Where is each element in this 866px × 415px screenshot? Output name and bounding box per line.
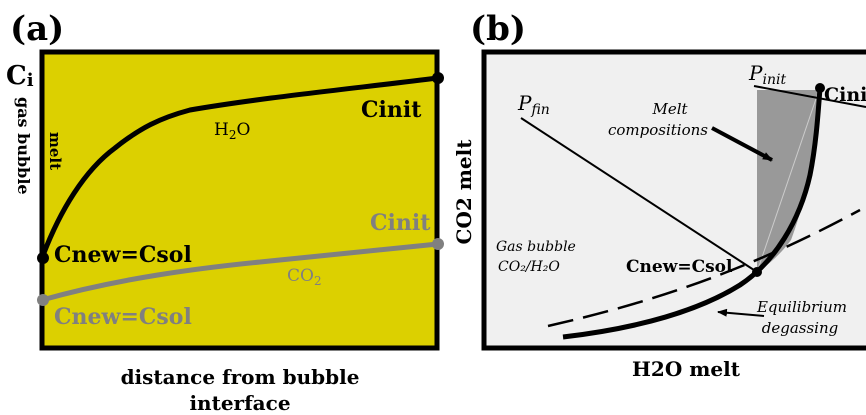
h2o-label: H2O bbox=[214, 120, 250, 142]
panel-b-y-label: CO2 melt bbox=[452, 139, 476, 245]
cinit-b-label: Cinit bbox=[824, 84, 866, 106]
panel-a-y-label: Ci bbox=[6, 61, 34, 91]
co2-cinit-label: Cinit bbox=[370, 210, 431, 236]
cinit-point bbox=[815, 83, 825, 93]
pfin-label: Pfin bbox=[517, 91, 550, 118]
panel-a-label: (a) bbox=[10, 9, 64, 49]
panel-b-label: (b) bbox=[470, 9, 526, 49]
panel-a-x-label-line2: interface bbox=[189, 391, 290, 415]
h2o-profile-curve bbox=[39, 75, 439, 259]
equilibrium-arrow bbox=[717, 308, 765, 317]
h2o-start-point bbox=[37, 252, 49, 264]
melt-compositions-label-2: compositions bbox=[608, 121, 708, 139]
gas-bubble-label-1: Gas bubble bbox=[496, 239, 576, 255]
co2-label: CO2 bbox=[287, 266, 322, 288]
h2o-cinit-label: Cinit bbox=[361, 97, 422, 123]
panel-a-melt-label: melt bbox=[46, 132, 64, 170]
panel-b-x-label: H2O melt bbox=[632, 357, 741, 381]
panel-a-x-label-line1: distance from bubble bbox=[121, 365, 360, 389]
pinit-label: Pinit bbox=[748, 61, 786, 88]
h2o-cnew-label: Cnew=Csol bbox=[54, 242, 192, 268]
co2-cnew-label: Cnew=Csol bbox=[54, 304, 192, 330]
equilibrium-degassing-curve bbox=[562, 87, 823, 340]
cnew-b-label: Cnew=Csol bbox=[626, 257, 733, 277]
pfin-line bbox=[520, 117, 758, 273]
co2-profile-curve bbox=[41, 241, 439, 303]
melt-compositions-arrow bbox=[711, 126, 773, 162]
melt-compositions-label-1: Melt bbox=[651, 100, 688, 118]
equilibrium-label-1: Equilibrium bbox=[756, 298, 847, 316]
co2-end-point bbox=[432, 238, 444, 250]
equilibrium-label-2: degassing bbox=[762, 319, 838, 337]
gas-composition-dashed-line bbox=[547, 208, 861, 328]
co2-start-point bbox=[37, 294, 49, 306]
gas-bubble-label-2: CO₂/H₂O bbox=[498, 259, 560, 275]
pinit-line bbox=[753, 85, 866, 108]
h2o-end-point bbox=[432, 72, 444, 84]
cnew-point bbox=[752, 267, 762, 277]
panel-a-gas-bubble-label: gas bubble bbox=[14, 97, 33, 195]
region-inner-line bbox=[756, 89, 820, 273]
